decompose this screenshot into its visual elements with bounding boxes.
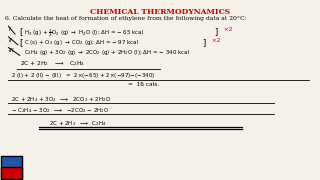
Text: C (s) + O$_2$ (g) $\rightarrow$ CO$_2$ (g); $\Delta$H = $-$ 97 kcal: C (s) + O$_2$ (g) $\rightarrow$ CO$_2$ (… (24, 38, 140, 47)
FancyBboxPatch shape (1, 156, 22, 179)
Text: 2 (I) + 2 (II) $-$ (III)   =  2$\times$($-$65) + 2$\times$($-$97)$-$($-$340): 2 (I) + 2 (II) $-$ (III) = 2$\times$($-$… (11, 71, 155, 80)
Text: H$_2$ (g) + $\frac{1}{2}$O$_2$ (g) $\rightarrow$ H$_2$O (l); $\Delta$H = $-$ 65 : H$_2$ (g) + $\frac{1}{2}$O$_2$ (g) $\rig… (24, 27, 145, 39)
Text: $-$ C$_2$H$_4$ $-$ 3O$_2$  $\longrightarrow$  $-$2CO$_2$ $-$ 2H$_2$O: $-$ C$_2$H$_4$ $-$ 3O$_2$ $\longrightarr… (11, 106, 109, 115)
Text: 2C + 2H$_2$ + 3O$_2$  $\longrightarrow$  2CO$_2$ + 2H$_2$O: 2C + 2H$_2$ + 3O$_2$ $\longrightarrow$ 2… (11, 95, 111, 104)
Text: =  16 cals.: = 16 cals. (128, 82, 160, 87)
Text: ]: ] (215, 27, 218, 36)
Text: 2C + 2H$_2$   $\longrightarrow$   C$_2$H$_4$: 2C + 2H$_2$ $\longrightarrow$ C$_2$H$_4$ (20, 60, 85, 68)
Text: III: III (9, 48, 15, 53)
Text: ]: ] (202, 38, 205, 47)
FancyBboxPatch shape (1, 167, 22, 179)
Text: [: [ (19, 27, 22, 36)
Text: 6. Calculate the heat of formation of ethylene from the following data at 20°C:: 6. Calculate the heat of formation of et… (4, 16, 246, 21)
Text: ×2: ×2 (222, 27, 233, 32)
Text: I: I (9, 27, 11, 32)
Text: II: II (9, 38, 13, 43)
Text: ×2: ×2 (210, 38, 220, 43)
Text: C$_2$H$_4$ (g) + 3O$_2$ (g) $\rightarrow$ 2CO$_2$ (g) + 2H$_2$O (l); $\Delta$H =: C$_2$H$_4$ (g) + 3O$_2$ (g) $\rightarrow… (24, 48, 190, 57)
Text: 2C + 2H$_2$  $\longrightarrow$  C$_2$H$_4$: 2C + 2H$_2$ $\longrightarrow$ C$_2$H$_4$ (49, 119, 107, 128)
Text: CHEMICAL THERMODYNAMICS: CHEMICAL THERMODYNAMICS (90, 8, 230, 16)
Text: [: [ (19, 38, 22, 47)
